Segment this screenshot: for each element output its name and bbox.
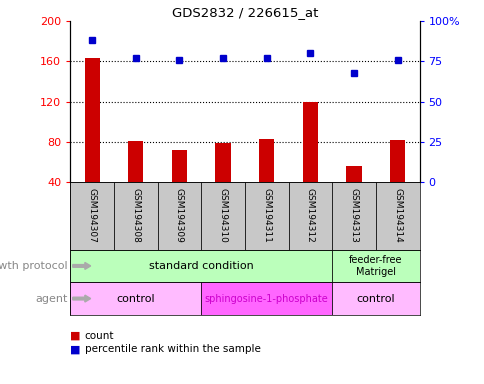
- Text: GSM194309: GSM194309: [175, 188, 183, 243]
- Text: GSM194314: GSM194314: [393, 188, 401, 243]
- Bar: [157, 182, 201, 250]
- Text: GSM194308: GSM194308: [131, 188, 140, 243]
- Bar: [244, 182, 288, 250]
- Text: GSM194311: GSM194311: [262, 188, 271, 243]
- Text: count: count: [85, 331, 114, 341]
- Bar: [288, 182, 332, 250]
- Text: percentile rank within the sample: percentile rank within the sample: [85, 344, 260, 354]
- Text: growth protocol: growth protocol: [0, 261, 68, 271]
- Text: control: control: [116, 293, 155, 304]
- Bar: [346, 166, 361, 182]
- Text: control: control: [356, 293, 394, 304]
- Text: ■: ■: [70, 331, 81, 341]
- Bar: [70, 182, 114, 250]
- Text: GSM194310: GSM194310: [218, 188, 227, 243]
- Bar: [332, 250, 419, 282]
- Text: ■: ■: [70, 344, 81, 354]
- Bar: [201, 182, 244, 250]
- Text: agent: agent: [35, 293, 68, 304]
- Bar: [201, 282, 332, 315]
- Bar: [128, 141, 143, 182]
- Text: GSM194313: GSM194313: [349, 188, 358, 243]
- Text: standard condition: standard condition: [149, 261, 253, 271]
- Bar: [171, 150, 187, 182]
- Bar: [375, 182, 419, 250]
- Text: GSM194312: GSM194312: [305, 188, 314, 243]
- Bar: [70, 250, 332, 282]
- Title: GDS2832 / 226615_at: GDS2832 / 226615_at: [171, 5, 318, 18]
- Text: sphingosine-1-phosphate: sphingosine-1-phosphate: [204, 293, 328, 304]
- Text: GSM194307: GSM194307: [88, 188, 96, 243]
- Bar: [70, 282, 201, 315]
- Bar: [332, 182, 375, 250]
- Bar: [84, 58, 100, 182]
- Bar: [258, 139, 274, 182]
- Bar: [215, 143, 230, 182]
- Bar: [302, 102, 318, 182]
- Bar: [332, 282, 419, 315]
- Bar: [389, 140, 405, 182]
- Bar: [114, 182, 157, 250]
- Text: feeder-free
Matrigel: feeder-free Matrigel: [348, 255, 402, 277]
